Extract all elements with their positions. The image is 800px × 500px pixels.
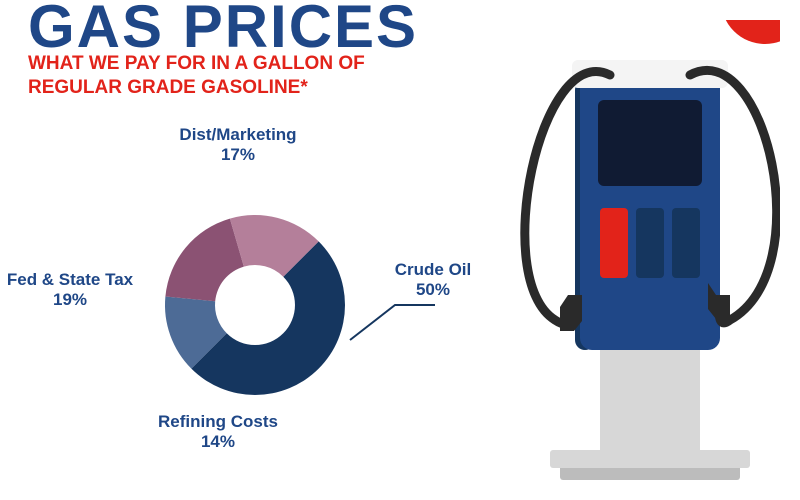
label-crude-pct: 50% — [395, 280, 472, 300]
label-tax: Fed & State Tax19% — [7, 270, 133, 310]
label-tax-pct: 19% — [7, 290, 133, 310]
infographic-root: GAS PRICES WHAT WE PAY FOR IN A GALLON O… — [0, 0, 800, 500]
label-distmkt: Dist/Marketing17% — [179, 125, 296, 165]
label-tax-name: Fed & State Tax — [7, 270, 133, 290]
label-refining: Refining Costs14% — [158, 412, 278, 452]
label-distmkt-pct: 17% — [179, 145, 296, 165]
label-distmkt-name: Dist/Marketing — [179, 125, 296, 145]
gas-pump-icon — [520, 20, 780, 480]
label-refining-name: Refining Costs — [158, 412, 278, 432]
label-crude-name: Crude Oil — [395, 260, 472, 280]
label-crude: Crude Oil50% — [395, 260, 472, 300]
donut-seg-tax — [165, 219, 243, 302]
label-refining-pct: 14% — [158, 432, 278, 452]
